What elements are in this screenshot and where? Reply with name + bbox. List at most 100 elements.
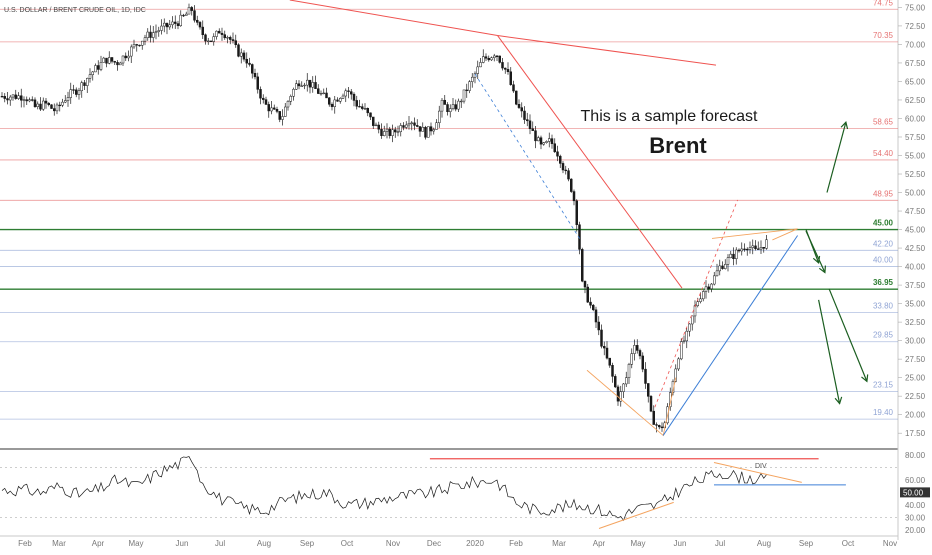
price-tick-label: 22.50 — [905, 392, 926, 401]
candle-body — [542, 142, 545, 145]
time-tick-label: Jul — [715, 539, 725, 548]
candle-body — [121, 55, 125, 64]
candle-body — [303, 84, 306, 87]
candle-body — [58, 104, 61, 107]
candle-body — [616, 386, 620, 402]
rsi-tick-label: 80.00 — [905, 451, 926, 460]
candle-body — [735, 249, 738, 260]
candle-body — [50, 104, 53, 109]
time-tick-label: Oct — [842, 539, 855, 548]
candle-body — [523, 110, 526, 120]
candle-body — [680, 341, 683, 360]
level-label: 70.35 — [873, 31, 894, 40]
candle-body — [350, 91, 353, 95]
candle-body — [292, 89, 295, 97]
candle-body — [746, 248, 749, 251]
candle-body — [759, 246, 763, 250]
trendline-extension — [497, 35, 717, 66]
candle-body — [391, 129, 394, 136]
candle-body — [297, 83, 301, 87]
candle-body — [220, 32, 224, 35]
candle-body — [47, 102, 50, 105]
candle-body — [86, 78, 89, 86]
candle-body — [545, 141, 548, 143]
candle-body — [627, 363, 631, 379]
candle-body — [737, 249, 741, 252]
candle-body — [295, 83, 298, 90]
price-tick-label: 27.50 — [905, 355, 926, 364]
price-tick-label: 25.00 — [905, 374, 926, 383]
time-tick-label: Aug — [257, 539, 271, 548]
candle-body — [421, 127, 424, 132]
candle-body — [245, 58, 248, 64]
candle-body — [264, 99, 268, 105]
candle-body — [647, 383, 650, 397]
time-tick-label: Oct — [341, 539, 354, 548]
level-label: 40.00 — [873, 256, 894, 265]
candle-body — [608, 357, 611, 366]
candle-body — [330, 104, 334, 107]
candle-body — [209, 40, 213, 42]
candle-body — [622, 383, 625, 392]
candle-body — [644, 368, 647, 384]
candle-body — [328, 97, 331, 105]
candle-body — [636, 345, 639, 351]
candle-body — [17, 95, 20, 99]
level-label: 54.40 — [873, 149, 894, 158]
candle-body — [300, 85, 303, 87]
candle-body — [537, 137, 540, 142]
candle-body — [757, 248, 760, 250]
rsi-divergence-low — [598, 501, 674, 529]
candle-body — [273, 107, 276, 110]
candle-body — [212, 36, 215, 42]
candle-body — [630, 353, 633, 365]
candle-body — [339, 98, 342, 102]
rsi-tick-label: 20.00 — [905, 526, 926, 535]
rising-trendline — [662, 235, 799, 436]
candle-body — [9, 96, 12, 101]
candle-body — [237, 44, 240, 57]
candle-body — [11, 94, 15, 98]
level-label: 29.85 — [873, 331, 894, 340]
candle-body — [556, 151, 559, 157]
candle-body — [570, 178, 573, 192]
time-tick-label: Nov — [386, 539, 400, 548]
candle-body — [457, 100, 460, 110]
price-tick-label: 37.50 — [905, 281, 926, 290]
price-tick-label: 35.00 — [905, 300, 926, 309]
candle-body — [347, 90, 350, 92]
rsi-tick-label: 60.00 — [905, 476, 926, 485]
candle-body — [498, 55, 501, 63]
candle-body — [462, 89, 466, 102]
candle-body — [482, 56, 485, 63]
candle-body — [75, 89, 78, 95]
forecast-arrow-shaft — [826, 122, 847, 193]
time-tick-label: Apr — [92, 539, 105, 548]
candle-body — [94, 65, 97, 73]
candle-body — [512, 84, 515, 92]
candle-body — [603, 346, 606, 349]
candle-body — [204, 34, 207, 42]
candle-body — [487, 57, 490, 61]
candle-body — [682, 340, 686, 342]
price-tick-label: 72.50 — [905, 22, 926, 31]
candle-body — [6, 98, 9, 101]
time-tick-label: Sep — [799, 539, 814, 548]
candle-body — [396, 131, 400, 133]
candle-body — [248, 62, 251, 65]
time-tick-label: Apr — [593, 539, 606, 548]
candle-body — [322, 92, 325, 95]
rsi-current-marker — [900, 487, 930, 498]
candle-body — [226, 37, 229, 39]
trendline — [497, 35, 683, 289]
candle-body — [418, 126, 422, 132]
candle-body — [413, 122, 416, 126]
candle-body — [196, 19, 199, 23]
candle-body — [231, 39, 235, 41]
trendline — [289, 0, 498, 37]
candle-body — [427, 126, 430, 138]
candle-body — [388, 128, 391, 136]
candle-body — [432, 129, 435, 132]
price-tick-label: 47.50 — [905, 207, 926, 216]
